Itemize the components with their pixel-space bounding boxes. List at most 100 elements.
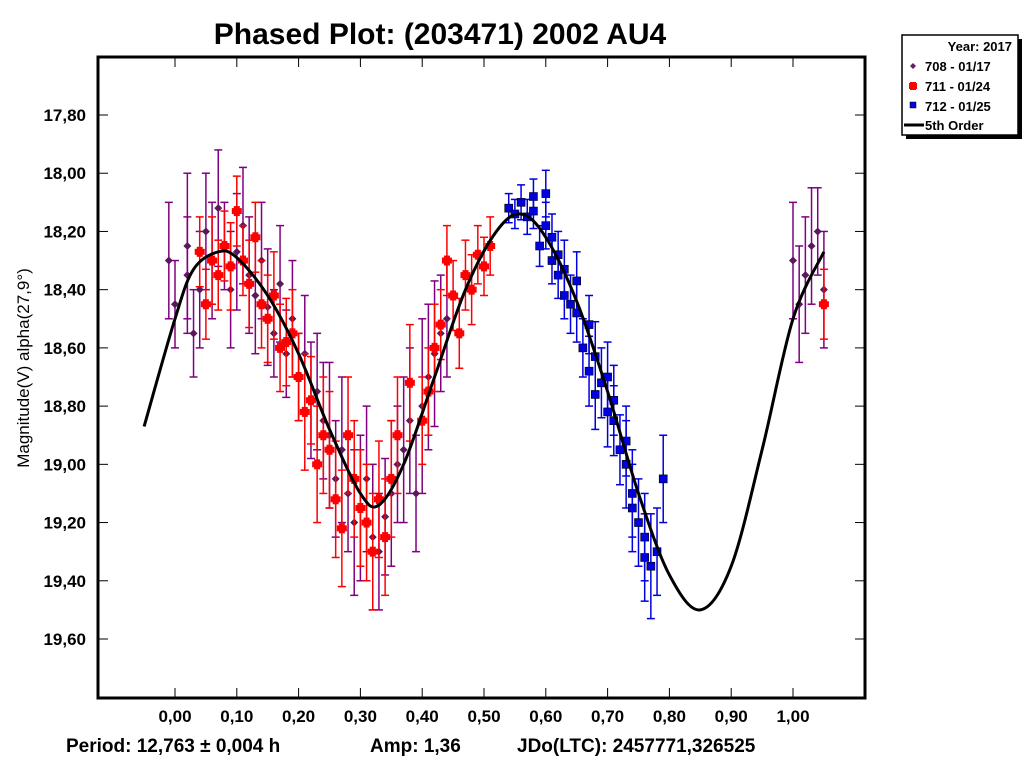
x-tick-label: 0,20 (282, 707, 315, 726)
data-point (268, 290, 279, 301)
data-point (435, 319, 446, 330)
data-point (404, 377, 415, 388)
data-point (201, 227, 210, 236)
star-part (406, 377, 413, 388)
data-point (299, 406, 310, 417)
star-part (258, 299, 265, 310)
star-part (820, 299, 827, 310)
chart-title: Phased Plot: (203471) 2002 AU4 (214, 18, 667, 51)
data-point (572, 276, 582, 286)
data-point (287, 328, 298, 339)
data-point (442, 314, 451, 323)
y-tick-label: 19,40 (43, 572, 86, 591)
star-part (375, 494, 382, 505)
x-tick-label: 0,80 (653, 707, 686, 726)
x-tick-label: 0,90 (715, 707, 748, 726)
data-point (171, 300, 179, 309)
data-point (355, 503, 366, 513)
data-point (590, 390, 600, 399)
star-part (481, 261, 487, 272)
data-point (529, 206, 538, 216)
data-point (789, 256, 797, 265)
data-point (237, 255, 248, 266)
star-part (419, 415, 426, 426)
diamond-marker-icon (910, 63, 916, 69)
jdo-label: JDo(LTC): 2457771,326525 (517, 736, 756, 757)
data-point (219, 241, 230, 251)
data-point (628, 489, 637, 498)
data-point (454, 328, 465, 339)
data-point (349, 473, 360, 484)
star-part (277, 342, 284, 353)
data-point (318, 430, 329, 441)
y-tick-label: 18,60 (43, 339, 86, 358)
data-point (343, 430, 354, 441)
star-part (351, 473, 358, 484)
data-point (818, 299, 829, 310)
data-point (361, 517, 372, 528)
star-part (462, 270, 469, 281)
star-part (283, 337, 290, 348)
data-point (634, 518, 643, 527)
data-point (231, 206, 242, 217)
data-point (250, 232, 261, 243)
data-point (200, 299, 211, 310)
data-point (244, 278, 255, 289)
star-part (227, 261, 234, 272)
series-2 (504, 169, 668, 620)
period-label: Period: 12,763 ± 0,004 h (66, 736, 280, 757)
data-point (466, 284, 477, 295)
y-tick-label: 18,20 (43, 222, 86, 241)
data-point (275, 342, 286, 353)
x-tick-label: 0,30 (344, 707, 377, 726)
data-point (276, 279, 285, 288)
star-part (474, 249, 481, 260)
data-point (541, 189, 551, 198)
legend-box (901, 34, 1019, 136)
series-layer (164, 149, 829, 620)
star-part (468, 284, 475, 295)
data-point (807, 242, 816, 250)
star-part (431, 342, 438, 353)
data-point (460, 270, 471, 281)
data-point (324, 444, 335, 455)
fit-curve-layer (142, 212, 826, 612)
star-part (301, 406, 308, 417)
y-tick-label: 17,80 (43, 106, 86, 125)
legend-header: Year: 2017 (948, 39, 1012, 54)
data-point (516, 198, 526, 207)
star-part (270, 290, 277, 301)
data-point (194, 246, 205, 257)
data-point (535, 241, 544, 251)
x-tick-label: 0,10 (220, 707, 253, 726)
data-point (213, 270, 224, 281)
legend-entry-708: 708 - 01/17 (910, 59, 991, 74)
data-point (195, 285, 204, 294)
y-tick-label: 19,60 (43, 630, 86, 649)
star-part (307, 395, 314, 406)
data-point (214, 204, 223, 213)
star-part (196, 246, 203, 257)
data-point (399, 445, 408, 454)
x-tick-label: 0,00 (158, 707, 191, 726)
data-point (251, 291, 260, 300)
x-tick-label: 0,70 (591, 707, 624, 726)
data-point (801, 271, 810, 280)
data-point (225, 261, 236, 272)
data-point (485, 241, 496, 251)
data-point (417, 415, 428, 426)
data-point (429, 342, 440, 353)
legend-label: 5th Order (925, 118, 984, 133)
y-tick-label: 18,00 (43, 164, 86, 183)
data-point (207, 255, 218, 266)
star-part (338, 523, 345, 534)
star-part (487, 241, 494, 251)
data-point (336, 523, 347, 534)
star-part (239, 255, 246, 266)
legend-entry-711: 711 - 01/24 (909, 79, 991, 94)
star-part (233, 206, 240, 217)
legend-label: 711 - 01/24 (925, 79, 991, 94)
footer: Period: 12,763 ± 0,004 h Amp: 1,36 JDo(L… (66, 736, 756, 757)
data-point (640, 553, 649, 562)
legend-entry-fit: 5th Order (904, 118, 984, 133)
